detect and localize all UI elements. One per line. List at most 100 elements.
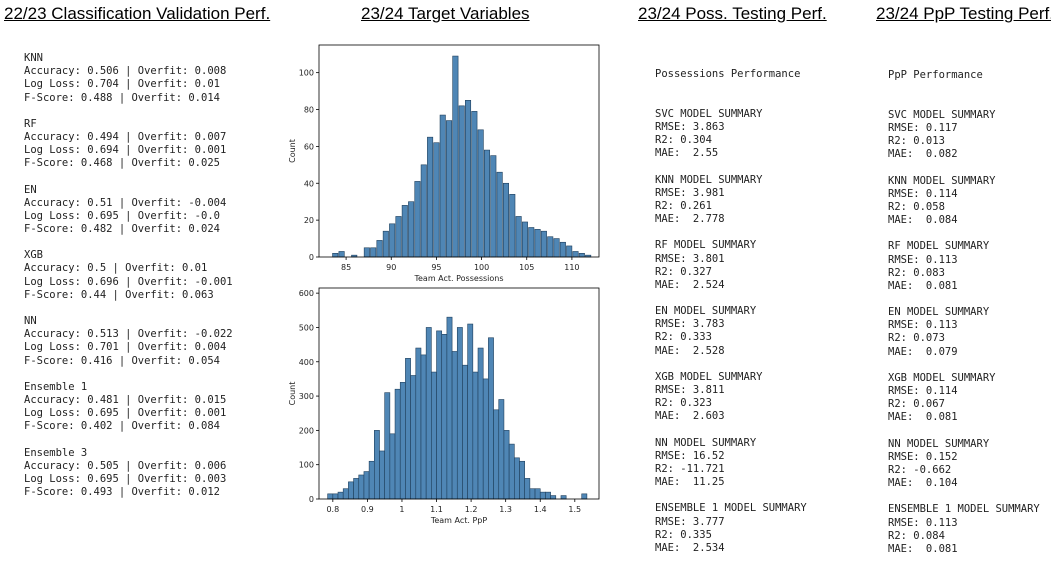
histogram-bar [509, 194, 516, 258]
metric-line: MAE: 2.55 [655, 147, 719, 160]
model-block: ENSEMBLE 1 MODEL SUMMARY RMSE: 3.777 R2: 0… [655, 502, 807, 555]
possessions-testing-heading: 23/24 Poss. Testing Perf. [638, 4, 827, 23]
x-tick-label: 1.5 [568, 505, 581, 514]
metric-line: R2: 0.327 [655, 265, 712, 278]
metric-line: RMSE: 3.801 [655, 252, 725, 265]
histogram-bar [436, 330, 443, 500]
histogram-bar [384, 392, 391, 500]
histogram-bar [363, 247, 370, 258]
metric-line: Log Loss: 0.694 | Overfit: 0.001 [24, 144, 227, 157]
histogram-bar [379, 450, 385, 500]
model-name: KNN MODEL SUMMARY [888, 174, 996, 187]
histogram-bar [332, 493, 339, 500]
metric-line: R2: 0.083 [888, 266, 945, 279]
metric-line: MAE: 0.081 [888, 542, 958, 555]
histogram-bar [420, 354, 427, 500]
model-name: RF [24, 117, 37, 130]
metric-line: RMSE: 0.113 [888, 319, 958, 332]
metric-line: RMSE: 0.117 [888, 122, 958, 134]
histogram-bar [550, 495, 557, 500]
model-name: NN MODEL SUMMARY [888, 437, 990, 450]
x-tick-label: 1.4 [534, 505, 547, 514]
histogram-bar [456, 327, 463, 500]
y-tick-label: 400 [299, 358, 314, 367]
metric-line: R2: -11.721 [655, 462, 725, 475]
model-name: Ensemble 3 [24, 446, 88, 459]
histogram-bar [389, 433, 396, 500]
metric-line: F-Score: 0.416 | Overfit: 0.054 [24, 354, 220, 367]
model-block: RF MODEL SUMMARY RMSE: 0.113 R2: 0.083 MAE:… [888, 240, 1040, 293]
histogram-bar [553, 238, 560, 258]
metric-line: RMSE: 0.113 [888, 516, 958, 529]
model-block: KNN MODEL SUMMARY RMSE: 3.981 R2: 0.261 MAE… [655, 174, 807, 227]
x-axis-label: Team Act. PpP [430, 516, 488, 525]
histogram-bar [519, 460, 525, 500]
histogram-bar [502, 182, 509, 258]
ppp-histogram: 0.8 0.9 1 1.1 1.2 1.3 1.4 1.5 0 100 200 300 400 500 60… [288, 287, 600, 525]
histogram-bar [370, 247, 377, 258]
x-tick-label: 0.8 [326, 505, 339, 514]
metric-line: MAE: 0.084 [888, 214, 958, 227]
histogram-bar [534, 488, 541, 500]
x-tick-label: 0.9 [361, 505, 374, 514]
model-name: KNN [24, 52, 43, 64]
histogram-bar [389, 223, 396, 258]
model-block: XGB MODEL SUMMARY RMSE: 0.114 R2: 0.067 MAE… [888, 372, 1040, 425]
y-tick-label: 0 [309, 253, 314, 262]
histogram-bar [452, 55, 459, 258]
histogram-bar [482, 378, 489, 500]
metric-line: Log Loss: 0.695 | Overfit: 0.001 [24, 407, 227, 420]
histogram-bar [465, 100, 472, 258]
metric-line: F-Score: 0.44 | Overfit: 0.063 [24, 288, 214, 301]
model-block: KNN Accuracy: 0.506 | Overfit: 0.008 Log L… [24, 52, 233, 105]
metric-line: MAE: 2.778 [655, 213, 725, 226]
histogram-bar [477, 129, 484, 258]
histogram-bar [446, 316, 453, 500]
model-block: Ensemble 1 Accuracy: 0.481 | Overfit: 0.0… [24, 381, 233, 434]
model-block: NN MODEL SUMMARY RMSE: 16.52 R2: -11.721 MA… [655, 437, 807, 490]
y-tick-label: 500 [299, 323, 314, 332]
x-tick-label: 110 [564, 263, 579, 272]
model-block: EN MODEL SUMMARY RMSE: 3.783 R2: 0.333 MAE:… [655, 305, 807, 358]
metric-line: Accuracy: 0.506 | Overfit: 0.008 [24, 65, 227, 78]
y-tick-label: 80 [304, 106, 314, 115]
metric-line: Log Loss: 0.695 | Overfit: 0.003 [24, 472, 227, 485]
histogram-bar [342, 488, 349, 500]
histogram-bar [572, 251, 579, 258]
possessions-title: Possessions Performance [655, 68, 801, 81]
model-block: XGB MODEL SUMMARY RMSE: 3.811 R2: 0.323 MAE… [655, 371, 807, 424]
histogram-bar [408, 201, 415, 258]
histogram-bar [394, 388, 401, 500]
model-name: EN [24, 183, 37, 196]
x-tick-label: 95 [431, 263, 441, 272]
model-name: KNN MODEL SUMMARY [655, 173, 763, 186]
histogram-bar [524, 478, 531, 500]
histogram-bar [439, 114, 446, 258]
metric-line: Accuracy: 0.481 | Overfit: 0.015 [24, 393, 227, 406]
histogram-bar [382, 230, 389, 258]
y-tick-label: 20 [304, 216, 314, 225]
histogram-bar [483, 149, 491, 258]
y-axis-label: Count [288, 139, 297, 163]
histogram-bar [376, 240, 383, 258]
model-block: RF MODEL SUMMARY RMSE: 3.801 R2: 0.327 MAE:… [655, 239, 807, 292]
y-tick-label: 40 [304, 179, 314, 188]
metric-line: MAE: 0.079 [888, 345, 958, 358]
model-name: XGB MODEL SUMMARY [888, 371, 996, 384]
metric-line: Accuracy: 0.494 | Overfit: 0.007 [24, 130, 227, 143]
metric-line: R2: 0.335 [655, 528, 712, 541]
target-variables-heading: 23/24 Target Variables [361, 4, 530, 23]
metric-line: R2: 0.058 [888, 200, 945, 213]
metric-line: MAE: 0.081 [888, 411, 958, 424]
x-tick-label: 100 [474, 263, 489, 272]
metric-line: Log Loss: 0.701 | Overfit: 0.004 [24, 341, 227, 354]
model-block: NN Accuracy: 0.513 | Overfit: -0.022 Log L… [24, 315, 233, 368]
histogram-bar [581, 493, 588, 500]
histogram-bar [539, 491, 546, 500]
metric-line: Accuracy: 0.5 | Overfit: 0.01 [24, 262, 208, 275]
x-tick-label: 1.1 [430, 505, 443, 514]
model-block: SVC MODEL SUMMARY RMSE: 0.117 R2: 0.013 MAE… [888, 109, 1040, 162]
metric-line: F-Score: 0.488 | Overfit: 0.014 [24, 91, 220, 104]
histogram-bar [441, 334, 448, 500]
histogram-bar [405, 358, 411, 500]
